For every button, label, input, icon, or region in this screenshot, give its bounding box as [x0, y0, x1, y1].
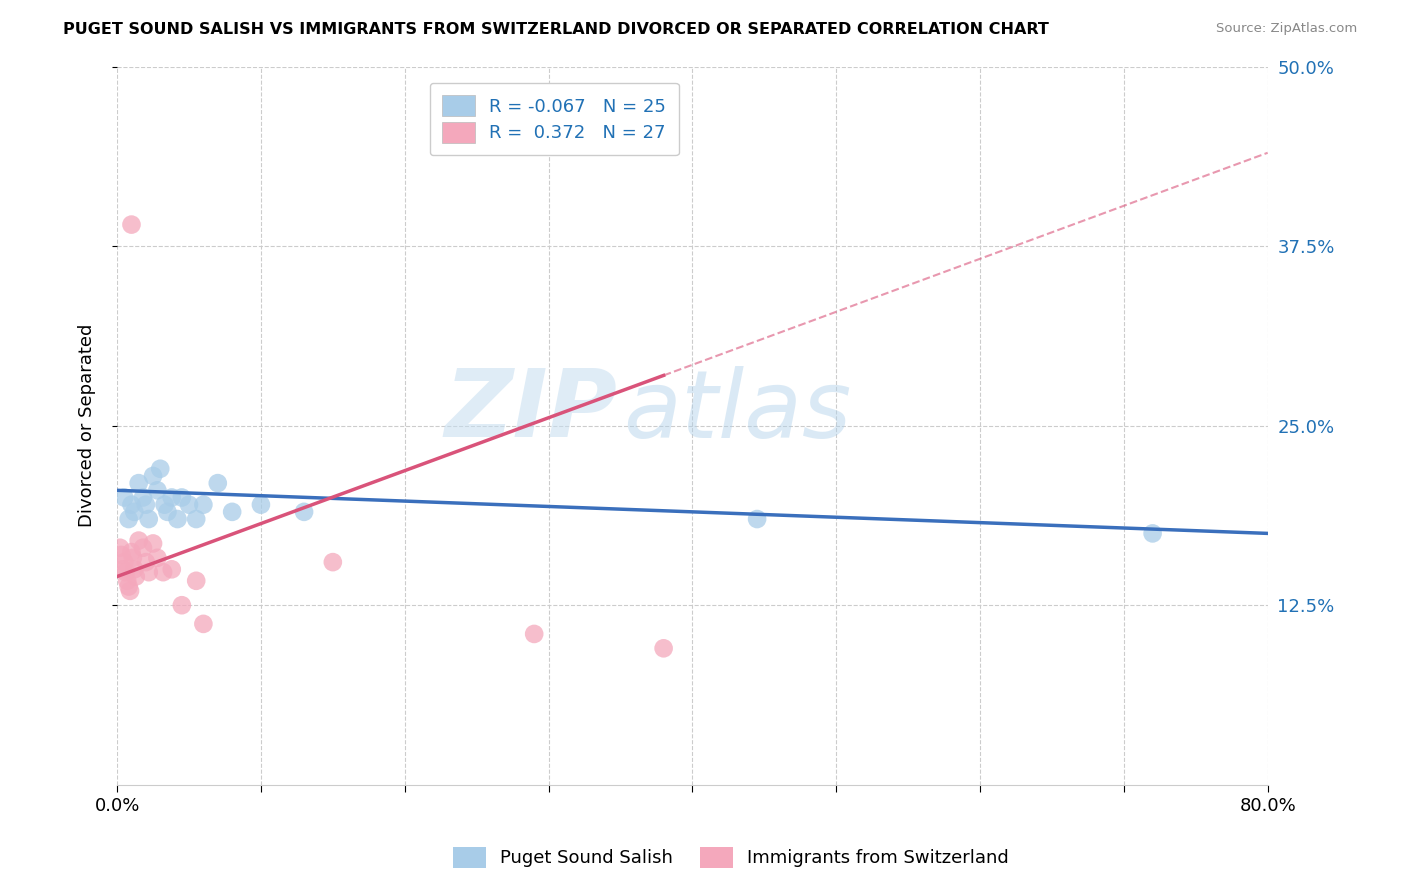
Point — [166, 512, 188, 526]
Text: Source: ZipAtlas.com: Source: ZipAtlas.com — [1216, 22, 1357, 36]
Point — [135, 555, 157, 569]
Text: ZIP: ZIP — [444, 366, 617, 458]
Point — [193, 498, 215, 512]
Point — [135, 498, 157, 512]
Point — [138, 512, 160, 526]
Point — [149, 462, 172, 476]
Point — [221, 505, 243, 519]
Point — [745, 512, 768, 526]
Point — [322, 555, 344, 569]
Point — [117, 512, 139, 526]
Point — [124, 505, 146, 519]
Point — [156, 505, 179, 519]
Point — [652, 641, 675, 656]
Point — [170, 491, 193, 505]
Point — [121, 498, 143, 512]
Point — [160, 562, 183, 576]
Point — [132, 491, 155, 505]
Point — [110, 548, 132, 562]
Point — [112, 491, 135, 505]
Point — [128, 533, 150, 548]
Point — [122, 550, 145, 565]
Point — [121, 218, 143, 232]
Point — [124, 562, 146, 576]
Point — [292, 505, 315, 519]
Point — [250, 498, 273, 512]
Point — [1142, 526, 1164, 541]
Point — [186, 574, 208, 588]
Point — [112, 555, 135, 569]
Point — [132, 541, 155, 555]
Point — [160, 491, 183, 505]
Point — [153, 498, 176, 512]
Text: atlas: atlas — [623, 366, 852, 457]
Point — [115, 574, 138, 588]
Point — [121, 545, 143, 559]
Point — [170, 598, 193, 612]
Point — [152, 565, 174, 579]
Point — [111, 562, 134, 576]
Point — [138, 565, 160, 579]
Point — [207, 476, 229, 491]
Point — [177, 498, 200, 512]
Point — [125, 569, 148, 583]
Point — [193, 616, 215, 631]
Legend: Puget Sound Salish, Immigrants from Switzerland: Puget Sound Salish, Immigrants from Swit… — [443, 836, 1019, 879]
Point — [128, 476, 150, 491]
Point — [523, 627, 546, 641]
Text: PUGET SOUND SALISH VS IMMIGRANTS FROM SWITZERLAND DIVORCED OR SEPARATED CORRELAT: PUGET SOUND SALISH VS IMMIGRANTS FROM SW… — [63, 22, 1049, 37]
Point — [117, 580, 139, 594]
Point — [142, 469, 165, 483]
Point — [118, 583, 141, 598]
Point — [114, 565, 136, 579]
Point — [108, 541, 131, 555]
Point — [146, 483, 169, 498]
Point — [146, 550, 169, 565]
Point — [186, 512, 208, 526]
Legend: R = -0.067   N = 25, R =  0.372   N = 27: R = -0.067 N = 25, R = 0.372 N = 27 — [430, 83, 679, 155]
Point — [142, 536, 165, 550]
Y-axis label: Divorced or Separated: Divorced or Separated — [79, 324, 96, 527]
